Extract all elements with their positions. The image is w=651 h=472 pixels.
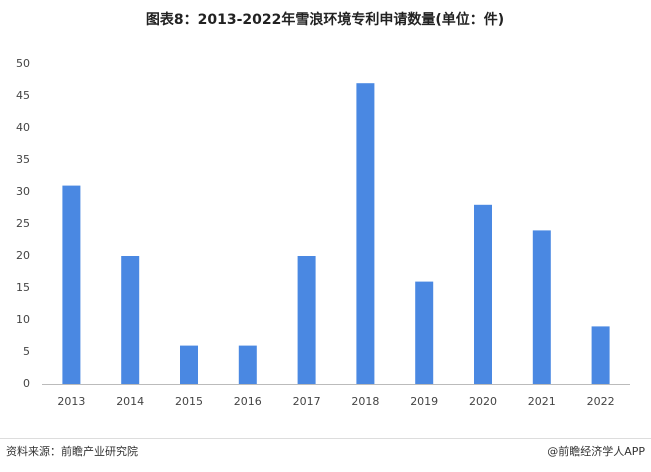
credit: @前瞻经济学人APP [547,444,645,458]
x-tick-label: 2019 [410,395,438,408]
bar [591,326,610,384]
x-tick-label: 2021 [528,395,556,408]
x-tick-label: 2016 [234,395,262,408]
bar [474,204,492,384]
x-tick-label: 2017 [293,395,321,408]
bar [121,256,140,384]
y-tick-label: 5 [23,345,30,358]
y-tick-label: 15 [16,281,30,294]
bar [356,83,375,384]
x-tick-label: 2020 [469,395,497,408]
source-note: 资料来源：前瞻产业研究院 [6,444,138,458]
x-tick-label: 2014 [116,395,144,408]
x-tick-label: 2015 [175,395,203,408]
bar [532,230,551,384]
y-tick-label: 25 [16,217,30,230]
bar [297,256,316,384]
y-tick-label: 10 [16,313,30,326]
bar [415,281,434,384]
y-tick-label: 30 [16,185,30,198]
y-tick-label: 20 [16,249,30,262]
y-tick-label: 50 [16,57,30,70]
y-tick-label: 45 [16,89,30,102]
y-tick-label: 0 [23,377,30,390]
y-tick-label: 40 [16,121,30,134]
bar [238,345,257,384]
bar [62,185,81,384]
x-tick-label: 2022 [587,395,615,408]
x-tick-label: 2018 [351,395,379,408]
chart-title: 图表8：2013-2022年雪浪环境专利申请数量(单位：件) [146,11,504,28]
y-tick-label: 35 [16,153,30,166]
bar [180,345,198,384]
x-tick-label: 2013 [57,395,85,408]
